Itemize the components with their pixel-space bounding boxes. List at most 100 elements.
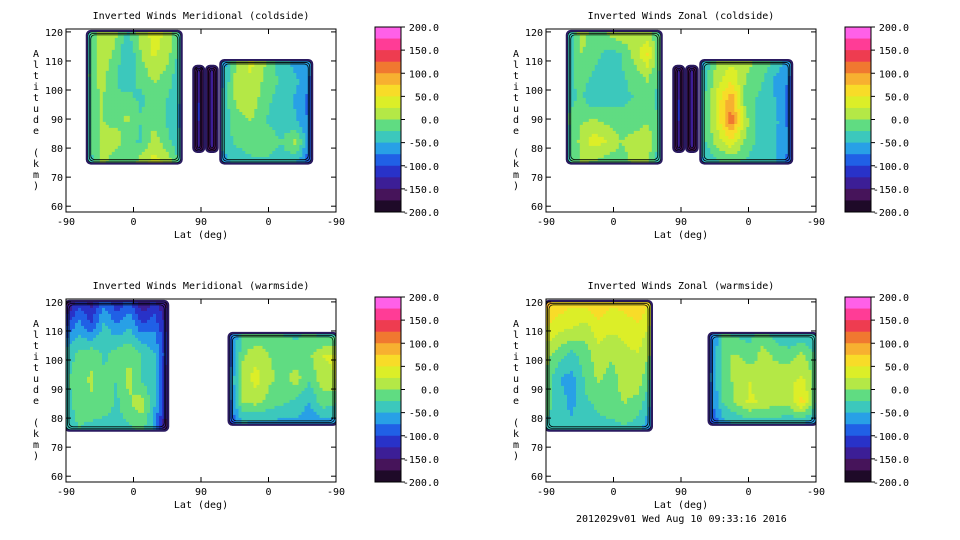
chart-panel: -90 0 90 0 -90 60 70 80 90 100 110 120 Inverted Wind… [513, 11, 909, 241]
y-tick-label: 100 [45, 356, 63, 367]
colorbar-swatch [375, 50, 401, 63]
colorbar-swatch [375, 73, 401, 86]
colorbar-label: 100.0 [879, 69, 909, 80]
colorbar-label: 50.0 [885, 92, 909, 103]
colorbar-swatch [845, 297, 871, 310]
colorbar-label: 150.0 [409, 316, 439, 327]
x-tick-label: 0 [745, 487, 751, 498]
colorbar-label: 150.0 [879, 46, 909, 57]
colorbar-swatch [375, 165, 401, 178]
colorbar-swatch [375, 320, 401, 333]
colorbar-swatch [845, 447, 871, 460]
colorbar-label: -200.0 [873, 208, 909, 219]
x-tick-label: 0 [130, 487, 136, 498]
contour-band [672, 64, 686, 153]
colorbar-swatch [845, 50, 871, 63]
y-tick-label: 120 [45, 28, 63, 39]
x-tick-label: 90 [675, 217, 687, 228]
contour-band [699, 58, 794, 165]
y-tick-label: 70 [51, 173, 63, 184]
contour-band [685, 64, 699, 153]
y-tick-label: 110 [525, 327, 543, 338]
colorbar-swatch [845, 458, 871, 471]
colorbar-swatch [375, 297, 401, 310]
x-axis-label: Lat (deg) [654, 230, 708, 241]
colorbar-swatch [375, 458, 401, 471]
colorbar-swatch [845, 354, 871, 367]
y-tick-label: 70 [531, 443, 543, 454]
colorbar-label: 200.0 [409, 293, 439, 304]
x-tick-label: -90 [57, 487, 75, 498]
colorbar-swatch [845, 188, 871, 201]
colorbar-swatch [375, 470, 401, 483]
colorbar-label: 100.0 [879, 339, 909, 350]
colorbar-swatch [375, 389, 401, 402]
y-tick-label: 100 [525, 356, 543, 367]
y-tick-label: 70 [531, 173, 543, 184]
colorbar-swatch [845, 412, 871, 425]
colorbar-label: -50.0 [409, 139, 439, 150]
chart-title: Inverted Winds Zonal (warmside) [588, 281, 775, 292]
colorbar-label: 100.0 [409, 339, 439, 350]
x-tick-label: 90 [195, 217, 207, 228]
colorbar-swatch [375, 447, 401, 460]
y-tick-label: 60 [51, 202, 63, 213]
y-tick-label: 90 [531, 115, 543, 126]
colorbar-swatch [375, 119, 401, 132]
colorbar-swatch [375, 188, 401, 201]
colorbar-swatch [845, 73, 871, 86]
colorbar-swatch [845, 84, 871, 97]
colorbar-swatch [845, 401, 871, 414]
x-tick-label: 0 [130, 217, 136, 228]
colorbar-swatch [845, 200, 871, 213]
colorbar-swatch [375, 308, 401, 321]
colorbar-label: 0.0 [891, 116, 909, 127]
y-tick-label: 110 [45, 327, 63, 338]
y-tick-label: 60 [51, 472, 63, 483]
colorbar-label: 100.0 [409, 69, 439, 80]
colorbar: 200.0 150.0 100.0 50.0 0.0 -50.0 -100.0 -150.0 -… [844, 293, 909, 489]
colorbar-swatch [845, 61, 871, 74]
colorbar-label: 0.0 [421, 386, 439, 397]
colorbar-label: -200.0 [873, 478, 909, 489]
colorbar-swatch [375, 377, 401, 391]
contour-fields [66, 299, 336, 432]
chart-panel: -90 0 90 0 -90 60 70 80 90 100 110 120 Inverted Wind… [33, 281, 439, 511]
colorbar-swatch [375, 435, 401, 448]
colorbar-label: -150.0 [403, 455, 439, 466]
colorbar-label: 150.0 [409, 46, 439, 57]
colorbar-swatch [375, 412, 401, 425]
colorbar-label: -100.0 [403, 162, 439, 173]
y-tick-label: 80 [531, 414, 543, 425]
x-tick-label: 90 [195, 487, 207, 498]
colorbar-label: 50.0 [415, 362, 439, 373]
colorbar-label: 150.0 [879, 316, 909, 327]
contour-fields [565, 29, 794, 165]
chart-title: Inverted Winds Zonal (coldside) [588, 11, 775, 22]
contour-band [227, 331, 336, 426]
y-tick-label: 110 [45, 57, 63, 68]
colorbar-label: -50.0 [879, 139, 909, 150]
colorbar-label: 0.0 [421, 116, 439, 127]
colorbar-swatch [845, 142, 871, 155]
y-tick-label: 120 [45, 298, 63, 309]
x-tick-label: 0 [610, 487, 616, 498]
x-tick-label: -90 [807, 487, 825, 498]
y-tick-label: 110 [525, 57, 543, 68]
x-tick-label: 0 [610, 217, 616, 228]
colorbar-swatch [845, 308, 871, 321]
y-tick-label: 100 [525, 86, 543, 97]
colorbar-swatch [375, 61, 401, 74]
contour-band [219, 58, 314, 165]
colorbar-label: -150.0 [873, 185, 909, 196]
colorbar-swatch [375, 84, 401, 97]
contour-band [192, 64, 206, 153]
x-tick-label: 90 [675, 487, 687, 498]
colorbar-swatch [845, 389, 871, 402]
colorbar-swatch [845, 435, 871, 448]
y-tick-label: 90 [531, 385, 543, 396]
chart-panel: -90 0 90 0 -90 60 70 80 90 100 110 120 Inverted Wind… [513, 281, 909, 511]
